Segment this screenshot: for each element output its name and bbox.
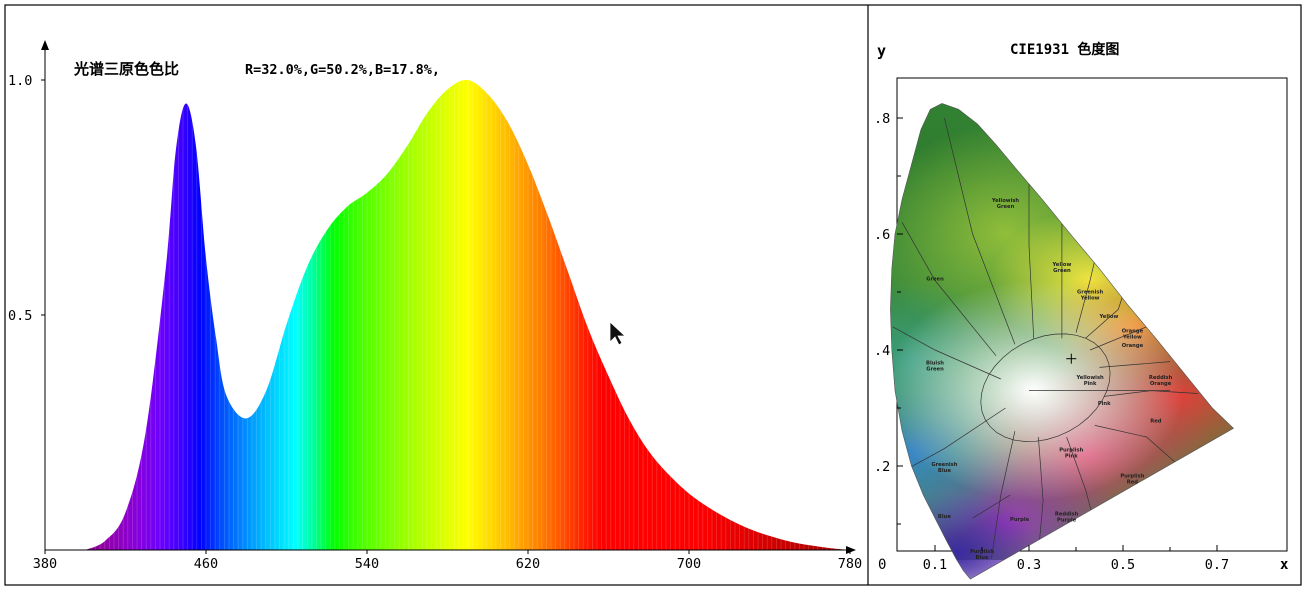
cie-x-tick-label: 0.5 <box>1111 557 1135 573</box>
cie-region-label: Purplish Pink <box>1059 448 1083 460</box>
region-boundary <box>1038 436 1044 554</box>
spectrum-y-tick-label: 0.5 <box>8 308 32 324</box>
region-boundary <box>972 494 1011 519</box>
cie-region-label: Reddish Purple <box>1055 511 1079 523</box>
cie-region-label: Red <box>1150 419 1162 425</box>
region-boundary <box>980 333 1111 442</box>
cie-region-label: Greenish Yellow <box>1077 290 1103 302</box>
cie-x-ticks: 0.1 0.3 0.5 0.7 <box>923 545 1229 573</box>
spectrum-ratio-text: R=32.0%,G=50.2%,B=17.8%, <box>245 62 440 78</box>
cie-region-lines <box>892 117 1199 559</box>
outer-border <box>4 4 1302 586</box>
mouse-cursor-icon <box>609 321 627 346</box>
cie-region-label: Blue <box>938 514 951 520</box>
cie-color-blobs <box>890 103 1234 580</box>
x-axis-arrow-icon <box>846 546 856 554</box>
cie-diagram <box>890 103 1234 580</box>
spectrum-x-tick-label: 540 <box>355 556 379 572</box>
cie-region-label: Yellow Green <box>1052 262 1072 274</box>
spectrum-x-tick-label: 380 <box>33 556 57 572</box>
cie-region-label: Purple <box>1010 517 1030 523</box>
spectrum-area <box>85 79 850 550</box>
spectral-locus <box>890 103 1234 580</box>
region-boundary <box>944 117 1016 345</box>
spectrum-y-ticks: 1.0 0.5 <box>8 73 45 324</box>
cie-x-tick-label: 0.1 <box>923 557 947 573</box>
cie-region-label: Yellowish Pink <box>1075 375 1104 387</box>
spectrum-title: 光谱三原色色比 <box>73 60 179 78</box>
cie-x-axis-label: x <box>1280 557 1289 573</box>
cie-region-label: Yellowish Green <box>991 198 1020 210</box>
cie-y-tick-label: .2 <box>874 459 890 475</box>
cie-region-label: Green <box>926 276 944 282</box>
spectrum-x-tick-label: 620 <box>516 556 540 572</box>
region-boundary <box>1085 294 1124 339</box>
cie-origin-label: 0 <box>878 557 886 573</box>
cie-x-tick-label: 0.3 <box>1017 557 1041 573</box>
cie-region-label: Pink <box>1098 401 1111 407</box>
chromaticity-point <box>1066 353 1077 364</box>
region-boundary <box>991 431 1016 559</box>
cie-y-ticks: .8 .6 .4 .2 <box>874 111 903 525</box>
spectrum-x-ticks: 380 460 540 620 700 780 <box>33 550 862 572</box>
region-boundary <box>1075 260 1096 333</box>
spectrum-x-tick-label: 700 <box>677 556 701 572</box>
cie-region-label: Greenish Blue <box>931 462 957 474</box>
region-boundary <box>892 326 1001 380</box>
cie-x-tick-label: 0.7 <box>1205 557 1229 573</box>
spectrum-x-tick-label: 780 <box>838 556 862 572</box>
cie-region-label: Bluish Green <box>926 361 944 373</box>
region-boundary <box>901 407 1006 473</box>
cie-y-tick-label: .8 <box>874 111 890 127</box>
region-boundary <box>1028 181 1035 339</box>
cie-region-label: Purplish Red <box>1120 474 1144 486</box>
spectrum-y-tick-label: 1.0 <box>8 73 32 89</box>
cie-region-labels: Green Yellowish Green Yellow Green Greenish Ye… <box>926 198 1173 561</box>
cie-region-label: Purplish Blue <box>970 549 994 561</box>
cie-title: CIE1931 色度图 <box>1010 41 1119 58</box>
region-boundary <box>1099 361 1171 368</box>
cie-region-label: Yellow <box>1099 314 1119 320</box>
cie-y-tick-label: .6 <box>874 227 890 243</box>
region-boundary <box>901 222 997 357</box>
cie-panel: CIE1931 色度图 y x 0 Green Yellowish Green Yel… <box>874 41 1289 580</box>
y-axis-arrow-icon <box>41 40 49 50</box>
region-boundary <box>1089 326 1147 351</box>
spectrum-x-tick-label: 460 <box>194 556 218 572</box>
spectrum-panel: 1.0 0.5 380 460 540 620 700 780 光谱三原色色比 R=32.0… <box>8 40 862 572</box>
cie-region-label: Reddish Orange <box>1149 375 1173 387</box>
cie-region-label: Orange Yellow <box>1122 329 1144 341</box>
region-boundary <box>1094 425 1180 467</box>
cie-region-label: Orange <box>1122 343 1144 349</box>
cie-y-tick-label: .4 <box>874 343 890 359</box>
cie-y-axis-label: y <box>877 42 886 60</box>
